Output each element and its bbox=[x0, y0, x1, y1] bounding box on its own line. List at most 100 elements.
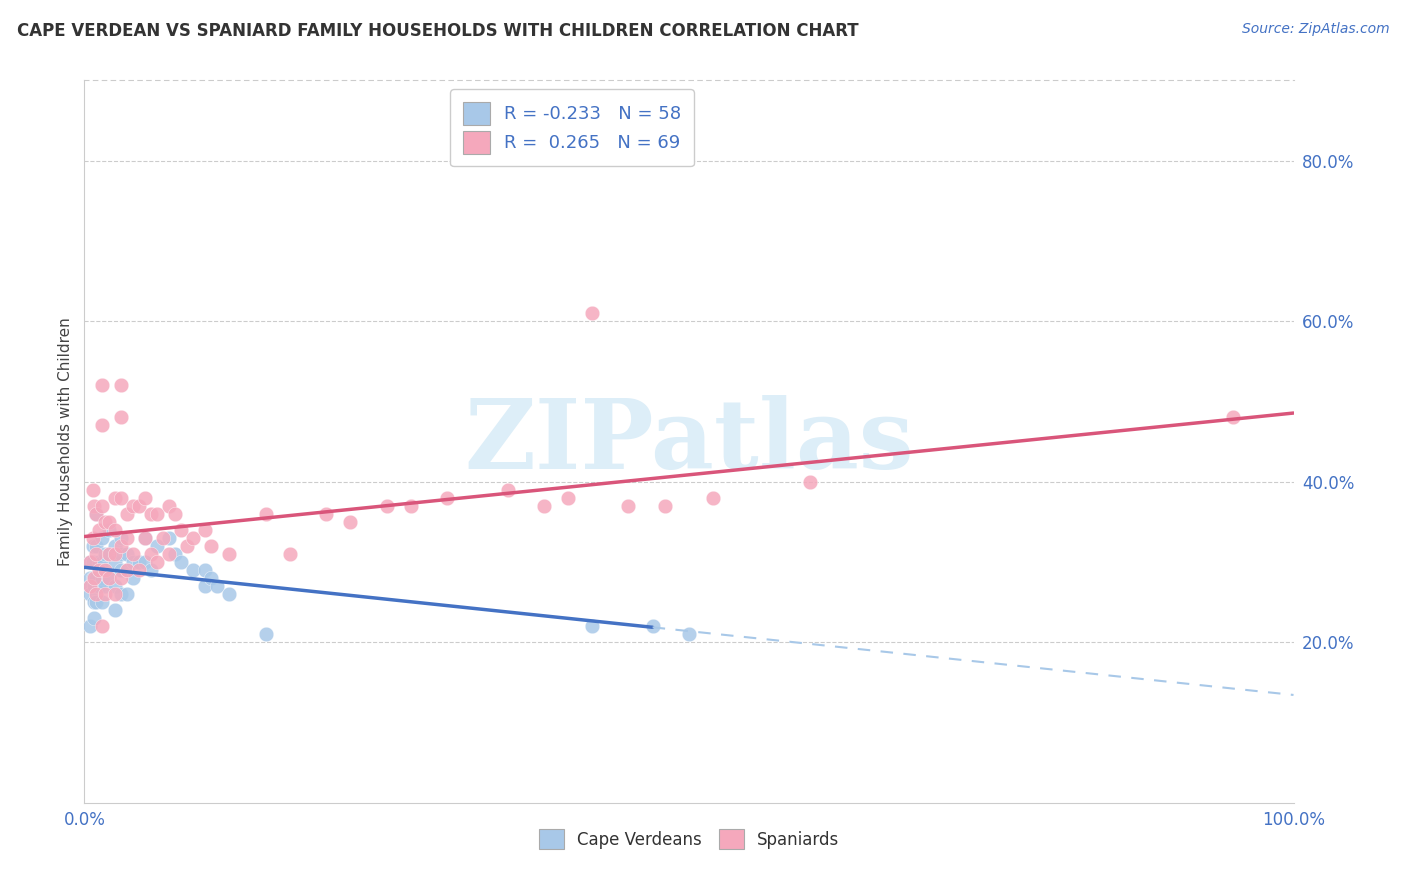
Point bbox=[194, 579, 217, 593]
Point bbox=[82, 555, 104, 569]
Point bbox=[165, 507, 187, 521]
Point bbox=[181, 563, 204, 577]
Point bbox=[86, 595, 108, 609]
Point bbox=[86, 507, 108, 521]
Point bbox=[87, 523, 110, 537]
Point bbox=[83, 611, 105, 625]
Point bbox=[104, 579, 127, 593]
Point bbox=[702, 491, 724, 505]
Point bbox=[533, 499, 555, 513]
Point bbox=[87, 563, 110, 577]
Point bbox=[139, 547, 162, 561]
Point bbox=[139, 563, 162, 577]
Point bbox=[254, 627, 277, 641]
Point bbox=[82, 483, 104, 497]
Point bbox=[79, 587, 101, 601]
Point bbox=[104, 523, 127, 537]
Point bbox=[91, 571, 114, 585]
Point bbox=[115, 563, 138, 577]
Point bbox=[654, 499, 676, 513]
Point bbox=[254, 507, 277, 521]
Point bbox=[82, 539, 104, 553]
Point bbox=[79, 555, 101, 569]
Point bbox=[157, 531, 180, 545]
Point bbox=[83, 571, 105, 585]
Point bbox=[146, 539, 169, 553]
Point bbox=[134, 531, 156, 545]
Point bbox=[194, 563, 217, 577]
Point bbox=[146, 507, 169, 521]
Point bbox=[581, 619, 603, 633]
Point bbox=[496, 483, 519, 497]
Point bbox=[83, 595, 105, 609]
Point bbox=[799, 475, 821, 489]
Point bbox=[110, 410, 132, 425]
Y-axis label: Family Households with Children: Family Households with Children bbox=[58, 318, 73, 566]
Point bbox=[94, 547, 117, 561]
Point bbox=[86, 507, 108, 521]
Point bbox=[94, 515, 117, 529]
Text: ZIPatlas: ZIPatlas bbox=[464, 394, 914, 489]
Point bbox=[87, 555, 110, 569]
Point bbox=[170, 555, 193, 569]
Point bbox=[200, 539, 222, 553]
Point bbox=[200, 571, 222, 585]
Point bbox=[115, 531, 138, 545]
Point bbox=[278, 547, 301, 561]
Point bbox=[181, 531, 204, 545]
Legend: Cape Verdeans, Spaniards: Cape Verdeans, Spaniards bbox=[531, 822, 846, 856]
Point bbox=[79, 555, 101, 569]
Point bbox=[94, 563, 117, 577]
Point bbox=[91, 499, 114, 513]
Point bbox=[121, 555, 143, 569]
Point bbox=[110, 531, 132, 545]
Point bbox=[86, 547, 108, 561]
Point bbox=[94, 587, 117, 601]
Point bbox=[128, 563, 150, 577]
Point bbox=[157, 499, 180, 513]
Point bbox=[104, 547, 127, 561]
Point bbox=[83, 579, 105, 593]
Point bbox=[104, 555, 127, 569]
Point bbox=[641, 619, 664, 633]
Point bbox=[121, 499, 143, 513]
Point bbox=[91, 531, 114, 545]
Point bbox=[115, 587, 138, 601]
Point bbox=[194, 523, 217, 537]
Point bbox=[104, 539, 127, 553]
Point bbox=[97, 515, 120, 529]
Point bbox=[79, 571, 101, 585]
Point bbox=[128, 555, 150, 569]
Point bbox=[157, 547, 180, 561]
Point bbox=[104, 587, 127, 601]
Point bbox=[678, 627, 700, 641]
Point bbox=[170, 523, 193, 537]
Point bbox=[128, 499, 150, 513]
Point bbox=[339, 515, 361, 529]
Point bbox=[79, 579, 101, 593]
Point bbox=[97, 547, 120, 561]
Point bbox=[110, 571, 132, 585]
Point bbox=[104, 491, 127, 505]
Point bbox=[436, 491, 458, 505]
Point bbox=[110, 378, 132, 392]
Point bbox=[176, 539, 198, 553]
Point bbox=[315, 507, 337, 521]
Point bbox=[1222, 410, 1244, 425]
Point bbox=[399, 499, 422, 513]
Point bbox=[97, 547, 120, 561]
Point bbox=[218, 547, 240, 561]
Point bbox=[110, 563, 132, 577]
Point bbox=[104, 603, 127, 617]
Point bbox=[83, 499, 105, 513]
Point bbox=[207, 579, 229, 593]
Point bbox=[97, 571, 120, 585]
Point bbox=[115, 563, 138, 577]
Point bbox=[139, 507, 162, 521]
Point bbox=[165, 547, 187, 561]
Point bbox=[110, 539, 132, 553]
Point bbox=[110, 587, 132, 601]
Text: CAPE VERDEAN VS SPANIARD FAMILY HOUSEHOLDS WITH CHILDREN CORRELATION CHART: CAPE VERDEAN VS SPANIARD FAMILY HOUSEHOL… bbox=[17, 22, 859, 40]
Point bbox=[97, 523, 120, 537]
Point bbox=[91, 619, 114, 633]
